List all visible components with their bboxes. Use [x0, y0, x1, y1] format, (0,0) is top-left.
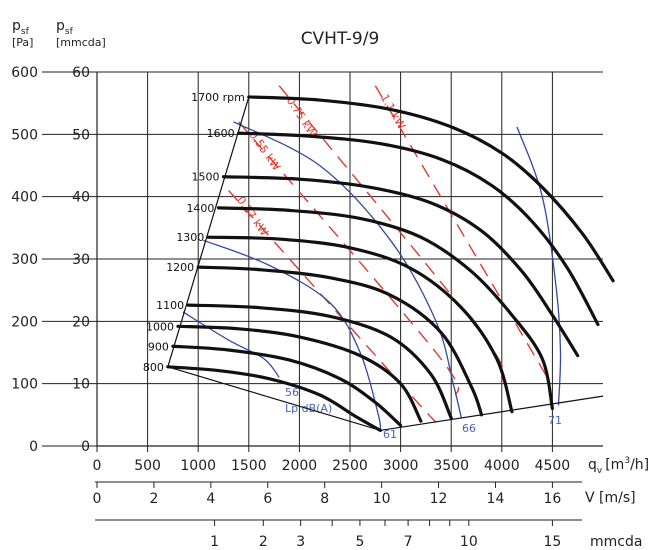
x-mmcda-tick-label: 7 — [404, 534, 413, 550]
rpm-label: 1700 rpm — [191, 91, 245, 104]
fan-curve — [196, 265, 484, 417]
power-label: 0.75 kW — [284, 95, 320, 140]
y-right-tick-label: 60 — [72, 65, 90, 81]
noise-label: 56 — [285, 386, 299, 399]
y-left-tick-label: 0 — [29, 439, 38, 455]
rpm-label: 1500 — [192, 171, 220, 184]
x-flow-tick-label: 500 — [134, 458, 161, 474]
x-velocity-tick-label: 8 — [320, 491, 329, 507]
power-line — [374, 85, 548, 378]
fan-curve — [166, 365, 382, 433]
x-flow-tick-label: 4000 — [484, 458, 520, 474]
x-velocity-tick-label: 4 — [206, 491, 215, 507]
rpm-label: 1600 — [207, 127, 235, 140]
x-flow-tick-label: 0 — [93, 458, 102, 474]
y-right-tick-label: 0 — [81, 439, 90, 455]
x-flow-tick-label: 3000 — [383, 458, 419, 474]
y-left-tick-label: 500 — [11, 127, 38, 143]
x-flow-axis-label: qv [m3/h] — [588, 456, 649, 476]
x-mmcda-tick-label: 5 — [355, 534, 364, 550]
noise-label: 71 — [548, 414, 562, 427]
rpm-label: 800 — [143, 361, 164, 374]
y-right-tick-label: 30 — [72, 252, 90, 268]
y-right-axis-label: psf — [56, 18, 74, 37]
y-right-tick-label: 50 — [72, 127, 90, 143]
fan-curve — [171, 344, 403, 428]
rpm-label: 1200 — [166, 261, 194, 274]
x-velocity-tick-label: 14 — [487, 491, 505, 507]
x-mmcda-tick-label: 1 — [210, 534, 219, 550]
noise-label: 61 — [383, 428, 397, 441]
y-left-axis-label: psf — [12, 18, 30, 37]
y-left-tick-label: 100 — [11, 377, 38, 393]
x-flow-tick-label: 2500 — [332, 458, 368, 474]
fan-curves — [166, 95, 615, 433]
y-right-axis-unit: [mmcda] — [56, 36, 106, 49]
power-line — [238, 121, 460, 397]
limit-lines — [167, 96, 604, 432]
x-velocity-tick-label: 2 — [149, 491, 158, 507]
chart-title: CVHT-9/9 — [301, 29, 380, 49]
y-left-tick-label: 300 — [11, 252, 38, 268]
y-left-tick-label: 600 — [11, 65, 38, 81]
curve-labels: 800 900 1000 1100 1200 1300 1400 1500 1600 1700 r… — [143, 91, 245, 374]
x-mmcda-axis-label: mmcda — [590, 534, 642, 550]
x-velocity-tick-label: 0 — [93, 491, 102, 507]
noise-label: 66 — [462, 422, 476, 435]
x-mmcda-tick-label: 10 — [460, 534, 478, 550]
fan-curve — [237, 131, 600, 327]
power-label: 0.37 kW — [234, 194, 271, 239]
x-flow-tick-label: 2000 — [282, 458, 318, 474]
x-velocity-axis-label: V [m/s] — [585, 490, 636, 506]
power-line — [228, 189, 437, 423]
fan-curve — [247, 95, 615, 283]
grid — [97, 71, 603, 446]
x-velocity-tick-label: 6 — [263, 491, 272, 507]
x-velocity-tick-label: 12 — [430, 491, 448, 507]
y-left-tick-label: 400 — [11, 190, 38, 206]
rpm-label: 900 — [148, 340, 169, 353]
x-velocity-tick-label: 10 — [373, 491, 391, 507]
limit-line — [167, 96, 250, 368]
rpm-label: 1300 — [176, 231, 204, 244]
x-flow-tick-label: 1500 — [231, 458, 267, 474]
x-mmcda-tick-label: 3 — [296, 534, 305, 550]
x-velocity-tick-label: 16 — [543, 491, 561, 507]
y-right-tick-label: 20 — [72, 314, 90, 330]
y-right-tick-label: 40 — [72, 190, 90, 206]
rpm-label: 1100 — [156, 299, 184, 312]
rpm-label: 1400 — [186, 202, 214, 215]
noise-line — [516, 126, 562, 406]
fan-curve — [216, 206, 554, 411]
x-flow-tick-label: 1000 — [180, 458, 216, 474]
fan-curve — [206, 235, 514, 414]
y-left-axis-unit: [Pa] — [12, 36, 33, 49]
x-flow-tick-label: 4500 — [535, 458, 571, 474]
fan-curve — [221, 175, 580, 358]
limit-line — [167, 366, 604, 432]
y-left-tick-label: 200 — [11, 314, 38, 330]
noise-line — [203, 239, 382, 431]
rpm-label: 1000 — [146, 320, 174, 333]
x-flow-tick-label: 3500 — [433, 458, 469, 474]
fan-curve — [186, 303, 453, 420]
y-right-tick-label: 10 — [72, 377, 90, 393]
fan-curve — [176, 324, 423, 423]
x-mmcda-tick-label: 2 — [259, 534, 268, 550]
x-mmcda-tick-label: 15 — [543, 534, 561, 550]
noise-line — [182, 311, 280, 378]
